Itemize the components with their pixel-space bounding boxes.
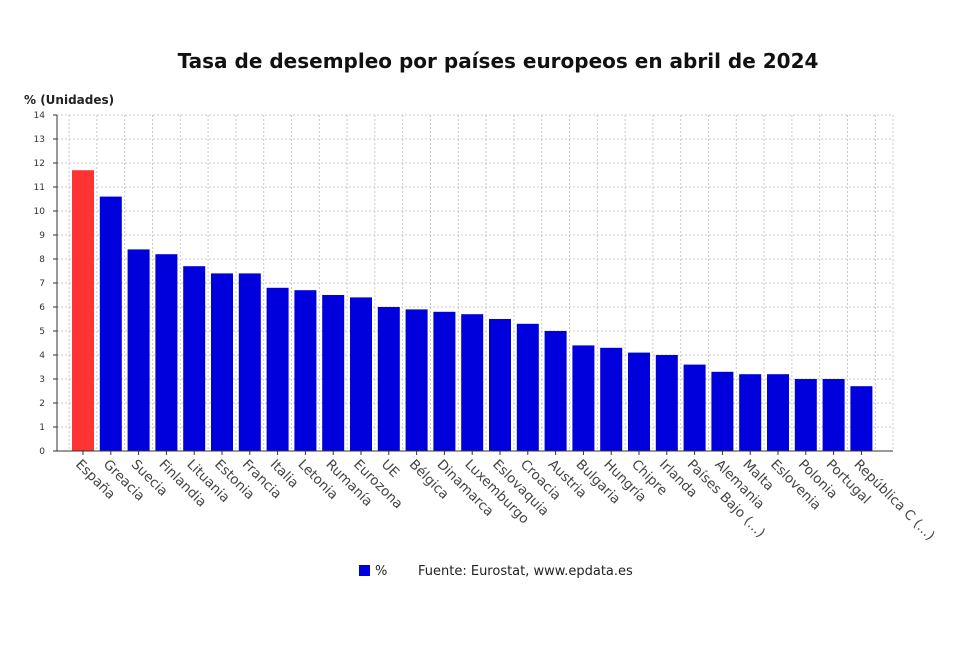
bar: [350, 297, 372, 451]
bar: [489, 319, 511, 451]
bar: [739, 374, 762, 451]
bars: [72, 170, 873, 451]
y-tick-label: 7: [39, 279, 45, 289]
bar: [767, 374, 789, 451]
y-tick-label: 4: [39, 351, 45, 361]
legend-label: %: [375, 564, 387, 579]
y-tick-label: 14: [34, 111, 46, 121]
y-tick-label: 11: [34, 183, 45, 193]
legend: % Fuente: Eurostat, www.epdata.es: [359, 564, 633, 579]
y-tick-label: 13: [34, 135, 45, 145]
legend-swatch: [359, 565, 370, 576]
bar: [322, 295, 345, 451]
y-tick-label: 2: [39, 399, 45, 409]
bar: [600, 347, 623, 451]
bar: [711, 371, 734, 451]
bar: [683, 364, 706, 451]
y-tick-label: 12: [34, 159, 45, 169]
bar: [850, 386, 873, 451]
y-tick-label: 1: [39, 423, 45, 433]
y-axis-label: % (Unidades): [24, 93, 114, 107]
bar: [99, 196, 122, 451]
bar: [238, 273, 261, 451]
source-note: Fuente: Eurostat, www.epdata.es: [418, 564, 633, 579]
bar: [405, 309, 428, 451]
grid: [57, 114, 894, 451]
bar: [572, 345, 595, 451]
bar: [211, 273, 233, 451]
bar: [516, 323, 539, 451]
chart-title: Tasa de desempleo por países europeos en…: [178, 49, 819, 73]
y-tick-label: 6: [39, 303, 45, 313]
bar: [377, 307, 400, 451]
y-tick-label: 0: [39, 447, 45, 457]
y-tick-label: 5: [39, 327, 45, 337]
y-tick-label: 9: [39, 231, 45, 241]
bar: [183, 266, 206, 451]
bar: [127, 249, 150, 451]
y-tick-label: 10: [34, 207, 46, 217]
bar: [794, 379, 817, 451]
bar: [294, 290, 317, 451]
bar: [266, 287, 289, 451]
bar: [822, 379, 845, 451]
bar: [544, 331, 567, 451]
y-tick-label: 3: [39, 375, 45, 385]
bar: [655, 355, 678, 451]
x-axis-ticks: EspañaGreaciaSueciaFinlandiaLituaniaEsto…: [72, 451, 938, 544]
bar: [72, 170, 94, 451]
bar: [433, 311, 456, 451]
bar: [628, 352, 650, 451]
bar: [155, 254, 178, 451]
y-tick-label: 8: [39, 255, 45, 265]
bar: [461, 314, 484, 451]
